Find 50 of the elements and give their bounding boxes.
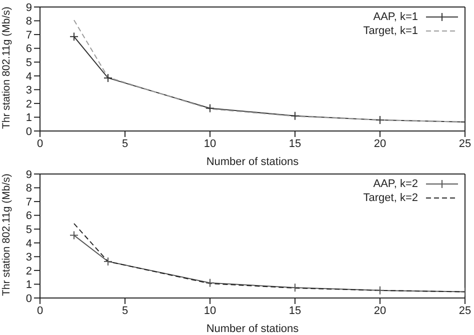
y-tick-label: 0 [26, 292, 32, 305]
y-tick-label: 3 [26, 252, 32, 264]
y-tick-label: 7 [26, 196, 32, 208]
x-tick-label: 15 [288, 304, 302, 317]
x-axis-title: Number of stations [206, 156, 300, 168]
point [104, 256, 112, 266]
legend-label: Target, k=1 [363, 25, 418, 37]
legend-label: AAP, k=2 [373, 178, 418, 190]
legend-label: Target, k=2 [363, 192, 418, 204]
y-axis-title: Thr station 802.11g (Mb/s) [0, 6, 13, 129]
point [206, 278, 214, 288]
x-tick-label: 0 [36, 138, 44, 150]
x-tick-label: 25 [458, 138, 472, 150]
point [290, 111, 300, 120]
point [376, 115, 384, 124]
y-tick-label: 8 [26, 16, 32, 28]
x-tick-label: 20 [374, 138, 386, 150]
y-tick-label: 7 [26, 29, 32, 42]
x-tick-label: 5 [122, 304, 128, 317]
x-tick-label: 5 [122, 138, 128, 150]
y-tick-label: 1 [26, 279, 32, 292]
point [104, 73, 112, 82]
y-tick-label: 3 [26, 84, 32, 97]
y-tick-label: 6 [26, 210, 32, 222]
y-tick-label: 2 [26, 265, 32, 278]
y-tick-label: 9 [26, 2, 32, 14]
y-tick-label: 5 [26, 224, 32, 236]
point [70, 230, 78, 240]
y-tick-label: 4 [26, 70, 32, 83]
x-tick-label: 25 [458, 304, 472, 317]
y-tick-label: 0 [26, 126, 32, 138]
y-axis-title: Thr station 802.11g (Mb/s) [0, 174, 13, 296]
y-tick-label: 1 [26, 112, 32, 124]
point [70, 32, 78, 42]
x-tick-label: 0 [36, 304, 44, 317]
y-tick-label: 9 [26, 168, 32, 181]
y-tick-label: 6 [26, 43, 32, 56]
x-tick-label: 15 [288, 138, 302, 150]
point [376, 286, 384, 295]
x-tick-label: 10 [204, 138, 216, 150]
x-axis-title: Number of stations [206, 323, 300, 335]
legend-label: AAP, k=1 [373, 11, 418, 23]
x-tick-label: 10 [204, 304, 216, 317]
y-tick-label: 8 [26, 182, 32, 195]
y-tick-label: 5 [26, 57, 32, 70]
y-tick-label: 2 [26, 98, 32, 110]
point [290, 283, 300, 292]
x-tick-label: 20 [374, 304, 386, 317]
point [206, 104, 214, 113]
y-tick-label: 4 [26, 238, 32, 250]
